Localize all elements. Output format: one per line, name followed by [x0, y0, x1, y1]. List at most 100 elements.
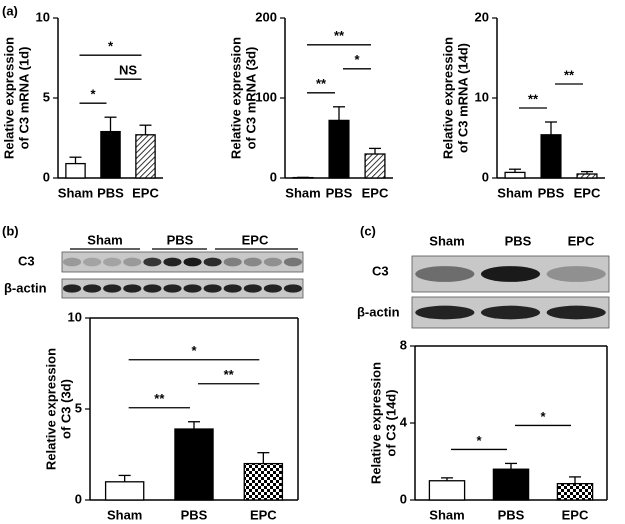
blot-band — [243, 257, 262, 267]
y-axis-label: Relative expression — [1, 37, 16, 159]
y-tick-label: 5 — [75, 400, 82, 415]
significance-label: ** — [224, 367, 235, 382]
lane-label: Sham — [87, 232, 122, 247]
blot-band — [163, 257, 182, 267]
blot-band — [415, 305, 475, 320]
lane-label: PBS — [167, 232, 194, 247]
y-tick-label: 100 — [255, 89, 277, 104]
panel-label: (b) — [2, 223, 19, 238]
blot-band — [163, 284, 182, 293]
bar — [364, 153, 386, 179]
x-tick-label: Sham — [107, 507, 142, 522]
x-tick-label: Sham — [429, 507, 464, 522]
blot-band — [263, 257, 282, 267]
x-tick-label: PBS — [538, 185, 565, 200]
y-tick-label: 0 — [270, 169, 277, 184]
bar — [428, 480, 466, 501]
blot-band — [143, 257, 162, 267]
bar — [100, 130, 121, 179]
blot-band — [283, 284, 302, 293]
x-tick-label: EPC — [362, 185, 389, 200]
blot-band — [480, 305, 541, 320]
lane-label: PBS — [505, 233, 532, 248]
blot-row-label: β-actin — [357, 304, 400, 319]
y-tick-label: 20 — [475, 9, 489, 24]
lane-label: EPC — [568, 233, 595, 248]
x-tick-label: EPC — [574, 185, 601, 200]
y-tick-label: 200 — [255, 9, 277, 24]
blot-band — [123, 257, 142, 267]
significance-label: * — [90, 87, 96, 102]
y-tick-label: 10 — [68, 309, 82, 324]
y-tick-label: 4 — [400, 414, 408, 429]
y-tick-label: 0 — [400, 491, 407, 506]
significance-label: ** — [564, 67, 575, 82]
blot-band — [203, 257, 222, 267]
significance-label: * — [191, 343, 197, 358]
x-tick-label: EPC — [250, 507, 277, 522]
y-axis-label: of C3 (14d) — [383, 389, 398, 456]
significance-label: * — [476, 433, 482, 448]
blot-band — [283, 257, 302, 267]
x-tick-label: Sham — [285, 185, 320, 200]
x-tick-label: Sham — [497, 185, 532, 200]
y-axis-label: of C3 mRNA (3d) — [243, 47, 258, 150]
lane-label: Sham — [429, 233, 464, 248]
blot-band — [480, 266, 541, 282]
x-tick-label: PBS — [181, 507, 208, 522]
x-tick-label: EPC — [132, 185, 159, 200]
blot-band — [183, 284, 202, 293]
blot-row-label: β-actin — [4, 280, 47, 295]
bar — [135, 134, 156, 179]
blot-band — [415, 266, 475, 282]
lane-label: EPC — [242, 232, 269, 247]
bar — [328, 119, 350, 179]
y-axis-label: of C3 mRNA (1d) — [16, 47, 31, 150]
significance-label: * — [354, 52, 360, 67]
y-tick-label: 8 — [400, 337, 407, 352]
blot-band — [546, 305, 606, 320]
x-tick-label: PBS — [326, 185, 353, 200]
blot-band — [83, 257, 102, 267]
blot-band — [103, 284, 122, 293]
blot-band — [263, 284, 282, 293]
blot-band — [83, 284, 102, 293]
bar — [243, 462, 284, 501]
blot-band — [123, 284, 142, 293]
blot-row-label: C3 — [18, 253, 35, 268]
blot-image — [61, 251, 304, 273]
y-axis-label: Relative expression — [43, 348, 58, 470]
y-axis-label: of C3 mRNA (14d) — [455, 43, 470, 153]
significance-label: ** — [528, 91, 539, 106]
y-axis-label: Relative expression — [440, 37, 455, 159]
y-tick-label: 10 — [36, 9, 50, 24]
blot-row-label: C3 — [372, 263, 389, 278]
y-axis-label: of C3 (3d) — [58, 379, 73, 439]
significance-label: * — [540, 409, 546, 424]
blot-band — [546, 266, 606, 282]
bar — [576, 173, 598, 179]
bar — [65, 162, 86, 179]
blot-band — [183, 257, 202, 267]
blot-band — [243, 284, 262, 293]
y-tick-label: 0 — [75, 491, 82, 506]
significance-label: ** — [154, 391, 165, 406]
bar — [104, 481, 145, 501]
significance-label: NS — [119, 63, 137, 78]
significance-label: ** — [334, 28, 345, 43]
blot-image — [61, 278, 304, 299]
blot-band — [223, 257, 242, 267]
x-tick-label: Sham — [58, 185, 93, 200]
blot-band — [223, 284, 242, 293]
blot-band — [143, 284, 162, 293]
bar — [174, 428, 214, 501]
y-axis-label: Relative expression — [368, 362, 383, 484]
bar — [504, 171, 526, 179]
significance-label: ** — [316, 76, 327, 91]
blot-band — [63, 257, 82, 267]
x-tick-label: PBS — [97, 185, 124, 200]
x-tick-label: PBS — [498, 507, 525, 522]
panel-label: (c) — [360, 223, 376, 238]
